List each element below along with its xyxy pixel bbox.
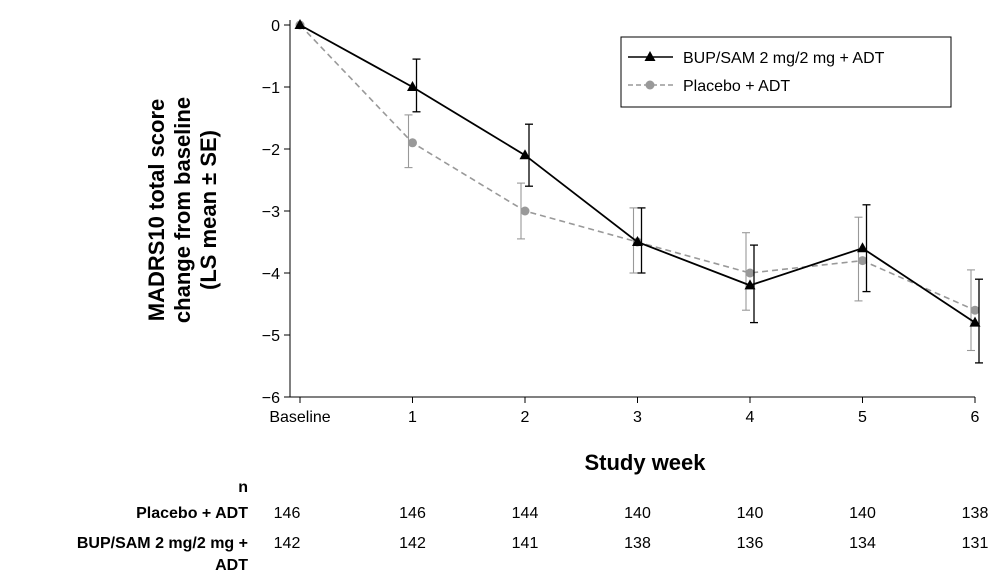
x-tick-label: 4: [746, 409, 755, 426]
x-tick-label: Baseline: [269, 409, 330, 426]
n-value: 146: [399, 505, 426, 522]
data-point: [520, 206, 530, 216]
y-tick-label: −3: [262, 204, 280, 221]
data-point: [407, 81, 418, 91]
legend-box: [620, 36, 952, 108]
x-axis-ticks: Baseline 1 2 3 4 5 6: [269, 397, 980, 426]
data-point: [632, 236, 643, 246]
n-value: 138: [624, 535, 651, 552]
y-axis-title: MADRS10 total scorechange from baseline(…: [144, 97, 221, 323]
n-value: 141: [512, 535, 539, 552]
y-axis-title-line: MADRS10 total score: [144, 99, 169, 322]
data-point: [294, 19, 306, 29]
n-value: 134: [849, 535, 876, 552]
data-point: [408, 138, 417, 148]
n-value: 136: [737, 535, 764, 552]
n-table: n Placebo + ADT 146 146 144 140 140 140 138 BUP/S…: [77, 479, 989, 573]
y-tick-label: −1: [262, 80, 280, 97]
axis-titles: Study week MADRS10 total scorechange from…: [144, 97, 706, 475]
n-row-label: Placebo + ADT: [136, 505, 248, 522]
y-axis-title-line: (LS mean ± SE): [196, 130, 221, 290]
n-value: 140: [849, 505, 876, 522]
n-value: 146: [274, 505, 301, 522]
x-tick-label: 6: [971, 409, 980, 426]
y-tick-label: −2: [262, 142, 280, 159]
n-value: 131: [962, 535, 989, 552]
n-value: 138: [962, 505, 989, 522]
n-value: 140: [737, 505, 764, 522]
n-table-header: n: [238, 479, 248, 496]
y-tick-label: 0: [271, 18, 280, 35]
data-point: [969, 316, 981, 327]
data-point: [744, 279, 756, 290]
legend-label: Placebo + ADT: [683, 78, 790, 95]
data-point: [519, 149, 531, 160]
legend-marker: [644, 51, 656, 61]
n-row-label: BUP/SAM 2 mg/2 mg +: [77, 535, 248, 552]
y-axis-title-line: change from baseline: [170, 97, 195, 323]
y-tick-label: −6: [262, 390, 280, 407]
legend: BUP/SAM 2 mg/2 mg + ADT Placebo + ADT: [620, 36, 952, 108]
legend-marker: [645, 80, 655, 90]
x-tick-label: 2: [521, 409, 530, 426]
data-point: [858, 256, 867, 266]
x-tick-label: 5: [858, 409, 867, 426]
x-tick-label: 1: [408, 409, 417, 426]
y-tick-label: −5: [262, 328, 280, 345]
legend-label: BUP/SAM 2 mg/2 mg + ADT: [683, 50, 885, 67]
n-value: 142: [274, 535, 301, 552]
n-value: 142: [399, 535, 426, 552]
data-point: [857, 242, 868, 253]
x-axis-title: Study week: [584, 450, 706, 475]
n-row-label: ADT: [215, 557, 248, 573]
data-point: [745, 268, 755, 278]
series-layer: [294, 19, 983, 364]
x-tick-label: 3: [633, 409, 642, 426]
axes: [289, 20, 975, 398]
series-bup-sam: [294, 19, 983, 364]
y-axis-ticks: 0 −1 −2 −3 −4 −5 −6: [262, 18, 290, 407]
y-tick-label: −4: [262, 266, 280, 283]
n-value: 140: [624, 505, 651, 522]
n-value: 144: [512, 505, 539, 522]
data-point: [970, 305, 980, 315]
